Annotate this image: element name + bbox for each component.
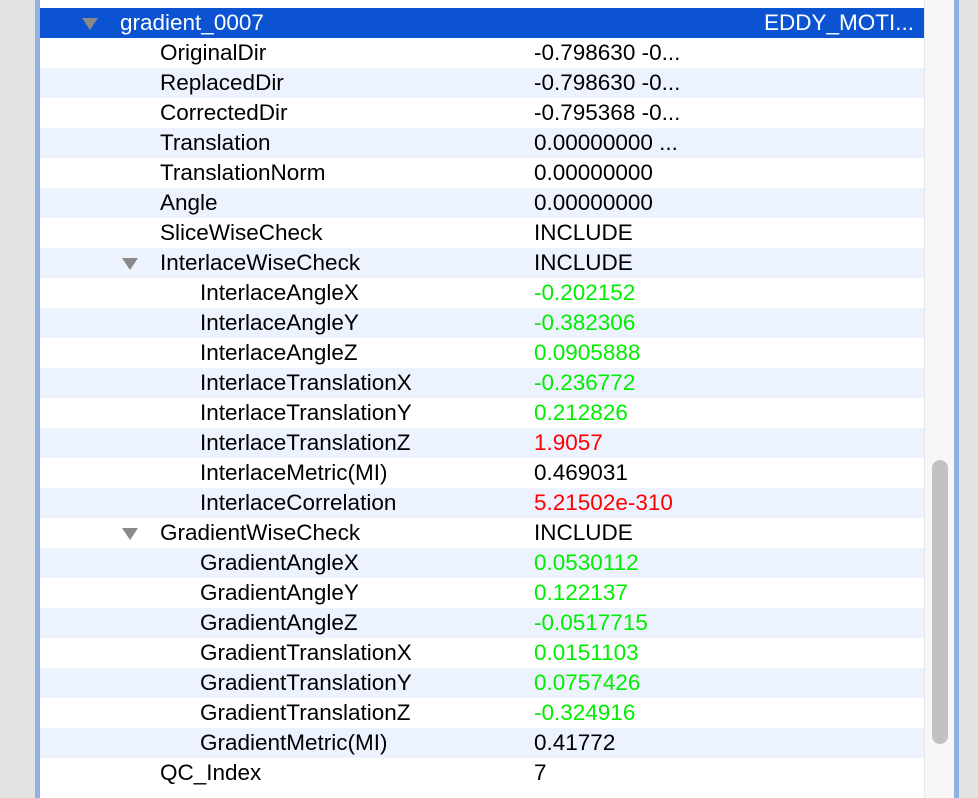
- tree-row[interactable]: GradientAngleX 0.0530112: [40, 548, 924, 578]
- tree-row[interactable]: GradientTranslationX 0.0151103: [40, 638, 924, 668]
- row-name: Angle: [160, 190, 218, 215]
- row-value: INCLUDE: [534, 220, 633, 245]
- tree-row[interactable]: InterlaceAngleZ 0.0905888: [40, 338, 924, 368]
- tree-row[interactable]: GradientTranslationY 0.0757426: [40, 668, 924, 698]
- row-name: GradientTranslationY: [200, 670, 412, 695]
- tree-row[interactable]: SliceWiseCheck INCLUDE: [40, 218, 924, 248]
- tree-row[interactable]: InterlaceCorrelation 5.21502e-310: [40, 488, 924, 518]
- tree-row[interactable]: InterlaceAngleY -0.382306: [40, 308, 924, 338]
- tree-row[interactable]: gradient_0007 EDDY_MOTI...: [40, 8, 924, 38]
- row-value: -0.798630 -0...: [534, 40, 681, 65]
- tree-row[interactable]: Translation 0.00000000 ...: [40, 128, 924, 158]
- row-name: InterlaceAngleZ: [200, 340, 358, 365]
- row-value: -0.202152: [534, 280, 636, 305]
- tree-row[interactable]: ReplacedDir -0.798630 -0...: [40, 68, 924, 98]
- qc-tree-view: gradient_0007 EDDY_MOTI... OriginalDir -0.7…: [35, 0, 959, 798]
- tree-row[interactable]: GradientMetric(MI) 0.41772: [40, 728, 924, 758]
- disclosure-triangle-icon[interactable]: [122, 528, 138, 540]
- row-name: ReplacedDir: [160, 70, 284, 95]
- row-value: 7: [534, 760, 547, 785]
- row-name: OriginalDir: [160, 40, 267, 65]
- row-name: QC_Index: [160, 760, 262, 785]
- row-value: 0.212826: [534, 400, 628, 425]
- row-value: 0.0905888: [534, 340, 641, 365]
- disclosure-triangle-icon[interactable]: [82, 18, 98, 30]
- row-name: InterlaceTranslationY: [200, 400, 412, 425]
- row-name: gradient_0007: [120, 10, 264, 35]
- tree-row[interactable]: InterlaceWiseCheck INCLUDE: [40, 248, 924, 278]
- row-value: 0.0757426: [534, 670, 641, 695]
- row-value: -0.0517715: [534, 610, 648, 635]
- row-value: INCLUDE: [534, 520, 633, 545]
- tree-row[interactable]: InterlaceTranslationZ 1.9057: [40, 428, 924, 458]
- row-value: 0.00000000: [534, 190, 653, 215]
- row-name: GradientMetric(MI): [200, 730, 388, 755]
- row-value: 0.0151103: [534, 640, 639, 665]
- row-name: InterlaceAngleX: [200, 280, 359, 305]
- row-value: 0.00000000 ...: [534, 130, 678, 155]
- row-value: -0.236772: [534, 370, 636, 395]
- tree-row[interactable]: InterlaceMetric(MI) 0.469031: [40, 458, 924, 488]
- scrollbar-thumb[interactable]: [932, 460, 948, 744]
- tree-row[interactable]: OriginalDir -0.798630 -0...: [40, 38, 924, 68]
- row-value: 0.00000000: [534, 160, 653, 185]
- row-value: EDDY_MOTI...: [763, 10, 914, 35]
- tree-row[interactable]: InterlaceAngleX -0.202152: [40, 278, 924, 308]
- tree-row[interactable]: InterlaceTranslationY 0.212826: [40, 398, 924, 428]
- disclosure-triangle-icon[interactable]: [122, 258, 138, 270]
- row-name: InterlaceCorrelation: [200, 490, 397, 515]
- tree-row[interactable]: GradientAngleY 0.122137: [40, 578, 924, 608]
- row-name: GradientTranslationX: [200, 640, 412, 665]
- row-name: GradientAngleZ: [200, 610, 358, 635]
- row-name: SliceWiseCheck: [160, 220, 323, 245]
- row-name: GradientAngleX: [200, 550, 359, 575]
- row-name: GradientWiseCheck: [160, 520, 361, 545]
- row-name: InterlaceMetric(MI): [200, 460, 388, 485]
- row-value: 0.41772: [534, 730, 616, 755]
- row-name: InterlaceTranslationX: [200, 370, 412, 395]
- row-name: TranslationNorm: [160, 160, 326, 185]
- row-value: -0.798630 -0...: [534, 70, 681, 95]
- row-name: InterlaceWiseCheck: [160, 250, 361, 275]
- row-name: InterlaceTranslationZ: [200, 430, 411, 455]
- row-name: CorrectedDir: [160, 100, 288, 125]
- row-value: 5.21502e-310: [534, 490, 673, 515]
- tree-row[interactable]: TranslationNorm 0.00000000: [40, 158, 924, 188]
- row-value: 0.0530112: [534, 550, 639, 575]
- row-name: Translation: [160, 130, 271, 155]
- row-name: InterlaceAngleY: [200, 310, 359, 335]
- row-value: 1.9057: [534, 430, 603, 455]
- row-value: -0.795368 -0...: [534, 100, 681, 125]
- row-value: 0.122137: [534, 580, 628, 605]
- row-value: INCLUDE: [534, 250, 633, 275]
- tree-row[interactable]: GradientWiseCheck INCLUDE: [40, 518, 924, 548]
- row-value: -0.324916: [534, 700, 636, 725]
- tree-row[interactable]: Angle 0.00000000: [40, 188, 924, 218]
- row-value: -0.382306: [534, 310, 636, 335]
- tree-row[interactable]: InterlaceTranslationX -0.236772: [40, 368, 924, 398]
- vertical-scrollbar[interactable]: [924, 0, 954, 798]
- tree-row[interactable]: CorrectedDir -0.795368 -0...: [40, 98, 924, 128]
- row-value: 0.469031: [534, 460, 628, 485]
- row-name: GradientTranslationZ: [200, 700, 411, 725]
- tree-row[interactable]: GradientTranslationZ -0.324916: [40, 698, 924, 728]
- row-name: GradientAngleY: [200, 580, 359, 605]
- tree-row[interactable]: QC_Index 7: [40, 758, 924, 788]
- tree-row[interactable]: GradientAngleZ -0.0517715: [40, 608, 924, 638]
